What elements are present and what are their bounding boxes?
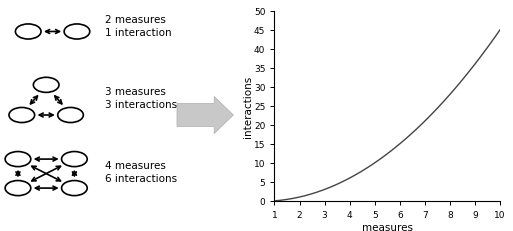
Ellipse shape: [62, 181, 87, 196]
Ellipse shape: [5, 181, 31, 196]
X-axis label: measures: measures: [362, 222, 413, 231]
Ellipse shape: [62, 152, 87, 167]
Text: 4 measures
6 interactions: 4 measures 6 interactions: [105, 160, 177, 183]
Y-axis label: interactions: interactions: [243, 75, 252, 137]
Text: 2 measures
1 interaction: 2 measures 1 interaction: [105, 15, 172, 38]
Ellipse shape: [57, 108, 83, 123]
Ellipse shape: [15, 25, 41, 40]
Text: 3 measures
3 interactions: 3 measures 3 interactions: [105, 87, 177, 110]
Ellipse shape: [33, 78, 59, 93]
Ellipse shape: [64, 25, 90, 40]
Ellipse shape: [9, 108, 35, 123]
Ellipse shape: [5, 152, 31, 167]
FancyArrow shape: [177, 97, 233, 134]
